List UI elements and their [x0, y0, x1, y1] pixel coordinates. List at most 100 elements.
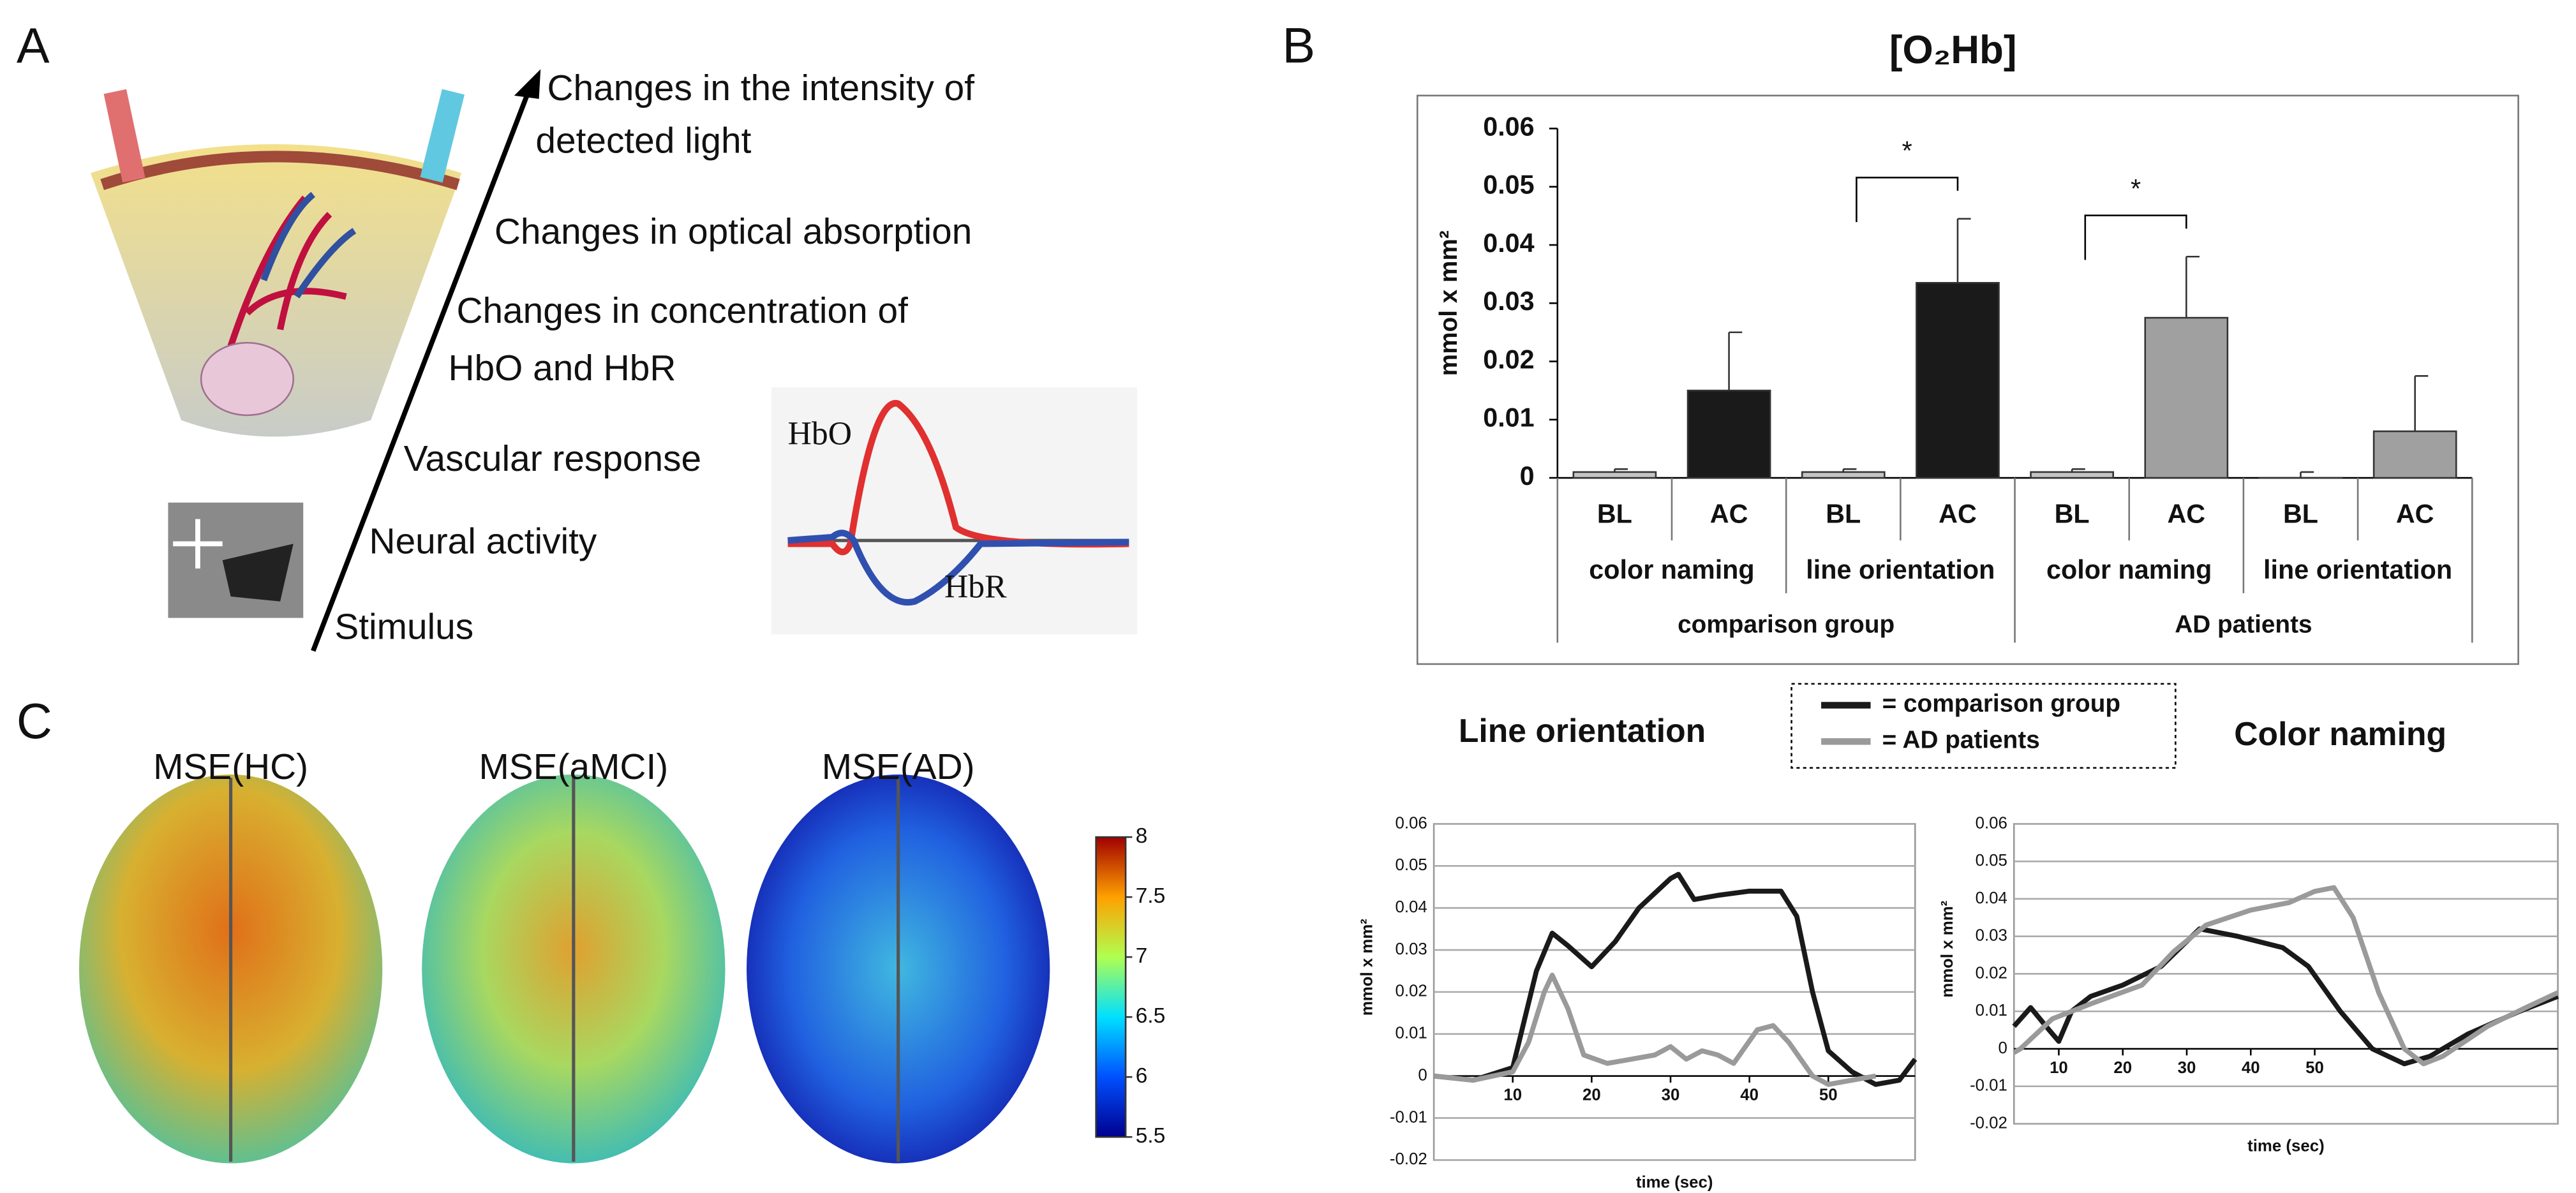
chart-title: Color naming [2234, 715, 2446, 752]
significance-star: * [2131, 174, 2141, 204]
cell [200, 341, 295, 417]
colorbar-tick-label: 5.5 [1136, 1124, 1166, 1148]
group-label: color naming [2046, 555, 2212, 584]
y-tick-label: 0.03 [1396, 940, 1427, 958]
y-tick-label: 0.03 [1483, 286, 1534, 316]
y-tick-label: 0 [1520, 461, 1535, 491]
arrow-head [514, 69, 541, 99]
y-tick-label: 0.04 [1396, 898, 1427, 916]
chart-title: Line orientation [1459, 712, 1706, 749]
y-tick-label: -0.01 [1390, 1108, 1427, 1126]
x-tick-label: 20 [2113, 1059, 2132, 1077]
y-axis-label: mmol x mm² [1359, 919, 1376, 1016]
series-line [1433, 972, 1877, 1087]
fixation-cross [173, 519, 223, 569]
y-tick-label: 0 [1999, 1039, 2007, 1057]
group-label: line orientation [2263, 555, 2452, 584]
step-text: Changes in the intensity of [547, 68, 975, 108]
y-tick-label: 0.05 [1396, 856, 1427, 874]
checkerboard [222, 544, 294, 602]
colorbar-tick-label: 8 [1136, 824, 1148, 848]
series-line [1433, 871, 1917, 1087]
panel-label: B [1282, 19, 1315, 73]
x-tick-label: 40 [1740, 1086, 1759, 1104]
legend-label: = comparison group [1882, 690, 2120, 718]
map-label: MSE(HC) [153, 747, 308, 787]
supergroup-label: AD patients [2175, 611, 2312, 639]
step-text: Vascular response [404, 439, 701, 479]
bar [1801, 471, 1886, 479]
group-label: line orientation [1806, 555, 1995, 584]
y-tick-label: 0.06 [1483, 112, 1534, 141]
panel-label: C [17, 694, 52, 749]
category-label: AC [2396, 499, 2434, 528]
brains [78, 774, 1050, 1164]
colorbar-tick-label: 6.5 [1136, 1004, 1166, 1028]
y-tick-label: 0.05 [1483, 170, 1534, 200]
step-text: Changes in optical absorption [495, 212, 972, 252]
x-tick-label: 50 [2305, 1059, 2324, 1077]
y-tick-label: -0.01 [1970, 1077, 2007, 1095]
y-tick-label: -0.02 [1390, 1150, 1427, 1168]
category-label: AC [2167, 499, 2205, 528]
bar [2144, 316, 2229, 479]
x-tick-label: 40 [2242, 1059, 2260, 1077]
x-tick-label: 10 [2050, 1059, 2068, 1077]
scalp [100, 151, 460, 190]
hemisphere-fissures [229, 778, 900, 1162]
hbr-curve [787, 530, 1129, 606]
step-text: HbO and HbR [449, 348, 676, 389]
step-text: detected light [535, 121, 751, 161]
category-label: BL [1826, 499, 1861, 528]
colorbar [1095, 836, 1127, 1138]
step-text: Neural activity [369, 521, 597, 561]
significance-bracket [1856, 177, 1959, 223]
y-tick-label: 0 [1418, 1066, 1427, 1084]
y-tick-label: 0.01 [1483, 403, 1534, 433]
y-tick-label: 0.01 [1976, 1002, 2007, 1019]
y-axis-label: mmol x mm² [1939, 900, 1956, 997]
y-tick-label: 0.04 [1483, 228, 1534, 258]
category-label: BL [2055, 499, 2090, 528]
group-label: color naming [1589, 555, 1754, 584]
bar-chart-frame [1416, 94, 2519, 665]
y-tick-label: 0.01 [1396, 1025, 1427, 1042]
process-arrow [311, 84, 533, 652]
significance-bracket [2084, 214, 2187, 260]
y-tick-label: 0.05 [1976, 852, 2007, 870]
y-tick-label: 0.03 [1976, 927, 2007, 945]
colorbar-tick-label: 7.5 [1136, 884, 1166, 908]
x-tick-label: 30 [1662, 1086, 1680, 1104]
map-label: MSE(AD) [822, 747, 975, 787]
category-label: AC [1710, 499, 1748, 528]
legend-box [1791, 683, 2177, 769]
legend-label: = AD patients [1882, 727, 2040, 754]
category-label: AC [1939, 499, 1977, 528]
y-tick-label: 0.02 [1976, 964, 2007, 982]
x-tick-label: 30 [2178, 1059, 2196, 1077]
bar [1916, 282, 2000, 479]
y-tick-label: -0.02 [1970, 1114, 2007, 1132]
detector-probe [420, 89, 465, 183]
tissue-cone [91, 144, 462, 437]
x-tick-label: 20 [1582, 1086, 1601, 1104]
y-tick-label: 0.06 [1976, 814, 2007, 832]
category-label: BL [2283, 499, 2318, 528]
bar [2372, 430, 2457, 479]
series-line [2012, 926, 2559, 1067]
map-label: MSE(aMCI) [479, 747, 668, 787]
panel-label: A [17, 19, 50, 73]
hbo-curve [787, 400, 1129, 556]
source-probe [103, 89, 145, 183]
x-tick-label: 10 [1503, 1086, 1522, 1104]
bar [2030, 471, 2114, 479]
significance-star: * [1902, 137, 1912, 166]
step-text: Stimulus [334, 607, 473, 648]
chart-title: [O₂Hb] [1889, 28, 2017, 72]
x-tick-label: 50 [1819, 1086, 1838, 1104]
hbo-label: HbO [788, 415, 852, 452]
y-axis-label: mmol x mm² [1435, 230, 1463, 376]
supergroup-label: comparison group [1678, 611, 1895, 639]
